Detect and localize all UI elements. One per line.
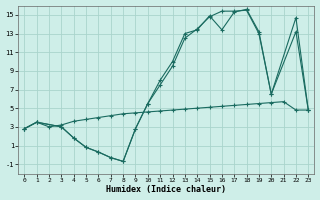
X-axis label: Humidex (Indice chaleur): Humidex (Indice chaleur) <box>106 185 226 194</box>
